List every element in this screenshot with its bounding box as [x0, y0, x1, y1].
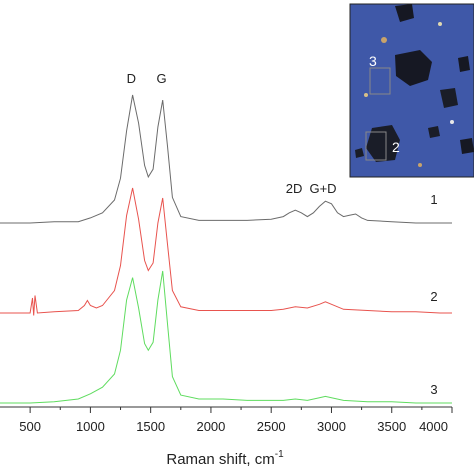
- x-axis-label-text: Raman shift, cm: [166, 451, 274, 468]
- flake-small-1: [458, 56, 470, 72]
- peak-label-d: D: [127, 71, 136, 86]
- flake-dot-4: [450, 120, 454, 124]
- peak-label-2d: 2D: [286, 181, 303, 196]
- peak-label-g-plus-d: G+D: [309, 181, 336, 196]
- curve-label-3: 3: [430, 382, 437, 397]
- inset-selection-box-3: [369, 67, 391, 95]
- flake-medium: [366, 125, 400, 162]
- peak-labels: D G 2D G+D: [127, 71, 337, 196]
- x-tick-label-1000: 1000: [76, 419, 105, 434]
- flake-large: [395, 50, 432, 86]
- x-tick-label-3500: 3500: [377, 419, 406, 434]
- x-tick-label-4000: 4000: [419, 419, 448, 434]
- spectrum-line-2: [0, 187, 452, 316]
- x-tick-label-2500: 2500: [257, 419, 286, 434]
- flake-small-4: [355, 148, 364, 158]
- curve-labels: 1 2 3: [430, 192, 437, 397]
- x-axis-label: Raman shift, cm-1: [166, 449, 284, 468]
- x-ticks: 500 1000 1500 2000 2500 3000 3500 4000: [19, 407, 453, 434]
- flake-top: [395, 4, 414, 22]
- x-tick-label-1500: 1500: [136, 419, 165, 434]
- flake-dot-3: [364, 93, 368, 97]
- inset-selection-box-2: [365, 131, 387, 161]
- spectra-group: [0, 94, 452, 404]
- curve-label-1: 1: [430, 192, 437, 207]
- x-tick-label-3000: 3000: [317, 419, 346, 434]
- peak-label-g: G: [156, 71, 166, 86]
- inset-flakes: [355, 4, 474, 167]
- curve-label-2: 2: [430, 289, 437, 304]
- x-tick-label-500: 500: [19, 419, 41, 434]
- spectrum-line-1: [0, 94, 452, 224]
- flake-small-2: [428, 126, 440, 138]
- x-axis-label-superscript: -1: [275, 449, 284, 460]
- inset-micrograph: 3 2: [349, 3, 474, 178]
- flake-dot-2: [438, 22, 442, 26]
- spectrum-line-3: [0, 270, 452, 404]
- x-tick-label-2000: 2000: [196, 419, 225, 434]
- inset-label-2: 2: [392, 139, 400, 155]
- flake-dot-5: [418, 163, 422, 167]
- flake-small-3: [460, 138, 474, 154]
- flake-dot-1: [381, 37, 387, 43]
- inset-label-3: 3: [369, 53, 377, 69]
- flake-right: [440, 88, 458, 108]
